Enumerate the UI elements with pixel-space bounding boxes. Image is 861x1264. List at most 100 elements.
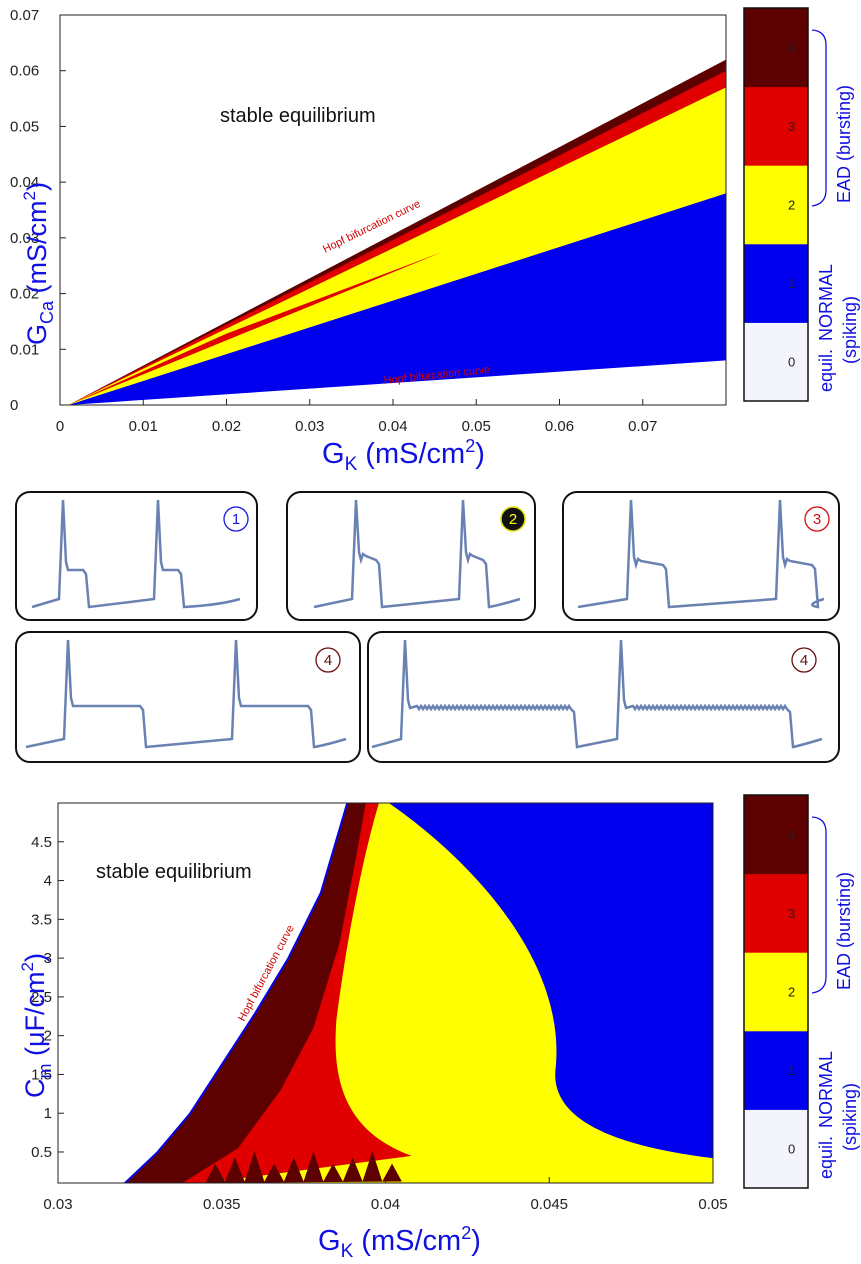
top-cb-ead-label: EAD (bursting) [834, 85, 854, 203]
trace-panel-4a-frame [15, 631, 361, 763]
top-y-tick-label: 0.03 [10, 230, 39, 247]
bottom-y-axis-label: Cm (μF/cm2) [18, 953, 55, 1098]
bottom-x-tick-label: 0.05 [698, 1196, 727, 1213]
top-cb-spiking-label: (spiking) [840, 296, 860, 364]
bottom-regions [58, 803, 713, 1183]
top-y-tick-label: 0.06 [10, 63, 39, 80]
trace-panel-1-frame [15, 491, 258, 621]
top-y-tick-label: 0 [10, 397, 18, 414]
bottom-cb-normal-label: equil.NORMAL [816, 1051, 836, 1179]
top-y-tick-label: 0.07 [10, 7, 39, 24]
bottom-y-tick-label: 3.5 [31, 911, 52, 928]
trace-2-waveform [313, 499, 521, 609]
badge-3-label: 3 [813, 511, 821, 528]
colorbar-tick-label: 2 [788, 198, 795, 213]
top-x-ticks: 0 0.01 0.02 0.03 0.04 0.05 0.06 0.07 [56, 399, 657, 435]
trace-panel-1: 1 [15, 491, 258, 621]
colorbar-segment-3 [744, 873, 808, 953]
bottom-cb-ead-label: EAD (bursting) [834, 872, 854, 990]
bottom-stable-equilibrium-label: stable equilibrium [96, 861, 252, 883]
bottom-chart: 0.03 0.035 0.04 0.045 0.05 0.5 1 1.5 2 2.5 3 3.5 4 4… [18, 802, 728, 1262]
badge-3 [804, 506, 830, 532]
badge-4a [315, 647, 341, 673]
trace-panel-2: 2 [286, 491, 536, 621]
bottom-y-tick-label: 2 [44, 1028, 52, 1045]
bottom-y-tick-label: 1.5 [31, 1066, 52, 1083]
trace-panels: 1 2 3 4 4 [15, 491, 840, 763]
colorbar-tick-label: 2 [788, 985, 795, 1000]
badge-4a-label: 4 [324, 652, 332, 669]
colorbar-tick-label: 0 [788, 1142, 795, 1157]
region-class-4-teeth [205, 1151, 402, 1183]
bottom-y-tick-label: 4 [44, 873, 52, 890]
top-x-tick-label: 0.06 [545, 418, 574, 435]
region-class-4 [68, 59, 727, 405]
bottom-y-ticks: 0.5 1 1.5 2 2.5 3 3.5 4 4.5 [31, 834, 64, 1161]
colorbar-tick-label: 1 [788, 1063, 795, 1078]
bottom-y-tick-label: 4.5 [31, 834, 52, 851]
top-x-tick-label: 0.07 [628, 418, 657, 435]
top-y-axis-label: GCa (mS/cm2) [20, 182, 57, 345]
trace-3-waveform [577, 499, 825, 609]
bottom-colorbar: 0 1 2 3 4 EAD (bursting) equil.NORMAL (spiki… [743, 794, 860, 1189]
bottom-x-ticks: 0.03 0.035 0.04 0.045 0.05 [43, 1177, 728, 1213]
top-colorbar-bracket [811, 29, 827, 207]
bottom-x-tick-label: 0.045 [530, 1196, 568, 1213]
trace-4b-waveform [371, 639, 823, 749]
bottom-cb-spiking-label: (spiking) [840, 1083, 860, 1151]
top-x-tick-label: 0.05 [462, 418, 491, 435]
top-stable-equilibrium-label: stable equilibrium [220, 105, 376, 127]
trace-panel-2-frame [286, 491, 536, 621]
bottom-y-tick-label: 0.5 [31, 1144, 52, 1161]
colorbar-segment-3 [744, 86, 808, 166]
top-y-tick-label: 0.01 [10, 341, 39, 358]
trace-panel-4a: 4 [15, 631, 361, 763]
trace-panel-4b-frame [367, 631, 840, 763]
top-chart: 0 0.01 0.02 0.03 0.04 0.05 0.06 0.07 00.010.020… [10, 7, 727, 475]
colorbar-tick-label: 3 [788, 119, 795, 134]
bottom-colorbar-bracket [811, 816, 827, 994]
trace-panel-3: 3 [562, 491, 840, 621]
colorbar-segment-2 [744, 952, 808, 1032]
bottom-colorbar-frame [743, 794, 809, 1189]
colorbar-segment-2 [744, 165, 808, 245]
top-x-tick-label: 0 [56, 418, 64, 435]
colorbar-tick-label: 4 [788, 827, 795, 842]
trace-4a-waveform [25, 639, 347, 749]
badge-1-label: 1 [232, 511, 240, 528]
top-colorbar-segments [744, 8, 808, 402]
top-x-tick-label: 0.01 [129, 418, 158, 435]
badge-2 [500, 506, 526, 532]
bottom-colorbar-ticks: 0 1 2 3 4 [788, 827, 795, 1156]
bottom-colorbar-segments [744, 795, 808, 1189]
colorbar-tick-label: 0 [788, 355, 795, 370]
top-x-tick-label: 0.04 [378, 418, 407, 435]
bottom-x-tick-label: 0.04 [371, 1196, 400, 1213]
top-colorbar-ticks: 0 1 2 3 4 [788, 40, 795, 369]
badge-2-label: 2 [509, 511, 517, 528]
top-colorbar: 0 1 2 3 4 EAD (bursting) equil.NORMAL (spiki… [743, 7, 860, 402]
colorbar-segment-4 [744, 795, 808, 875]
badge-4b-label: 4 [800, 652, 808, 669]
top-x-tick-label: 0.02 [212, 418, 241, 435]
top-cb-normal-label: equil.NORMAL [816, 264, 836, 392]
top-y-ticks: 0 0.01 0.02 0.03 0.04 0.05 0.06 0.07 [10, 7, 66, 414]
colorbar-segment-1 [744, 1030, 808, 1110]
region-class-3-tongue [68, 251, 443, 405]
top-y-tick-label: 0.02 [10, 286, 39, 303]
bottom-x-axis-label: GK (mS/cm2) [318, 1223, 481, 1262]
colorbar-tick-label: 3 [788, 906, 795, 921]
trace-panel-4b: 4 [367, 631, 840, 763]
top-x-tick-label: 0.03 [295, 418, 324, 435]
top-regions [68, 59, 727, 406]
bottom-x-tick-label: 0.03 [43, 1196, 72, 1213]
top-x-axis-label: GK (mS/cm2) [322, 436, 485, 475]
region-class-1 [388, 803, 713, 1159]
region-class-0 [58, 803, 347, 1183]
colorbar-tick-label: 4 [788, 40, 795, 55]
bottom-y-tick-label: 1 [44, 1105, 52, 1122]
bottom-y-tick-label: 2.5 [31, 989, 52, 1006]
trace-1-waveform [31, 499, 241, 609]
colorbar-segment-4 [744, 8, 808, 88]
